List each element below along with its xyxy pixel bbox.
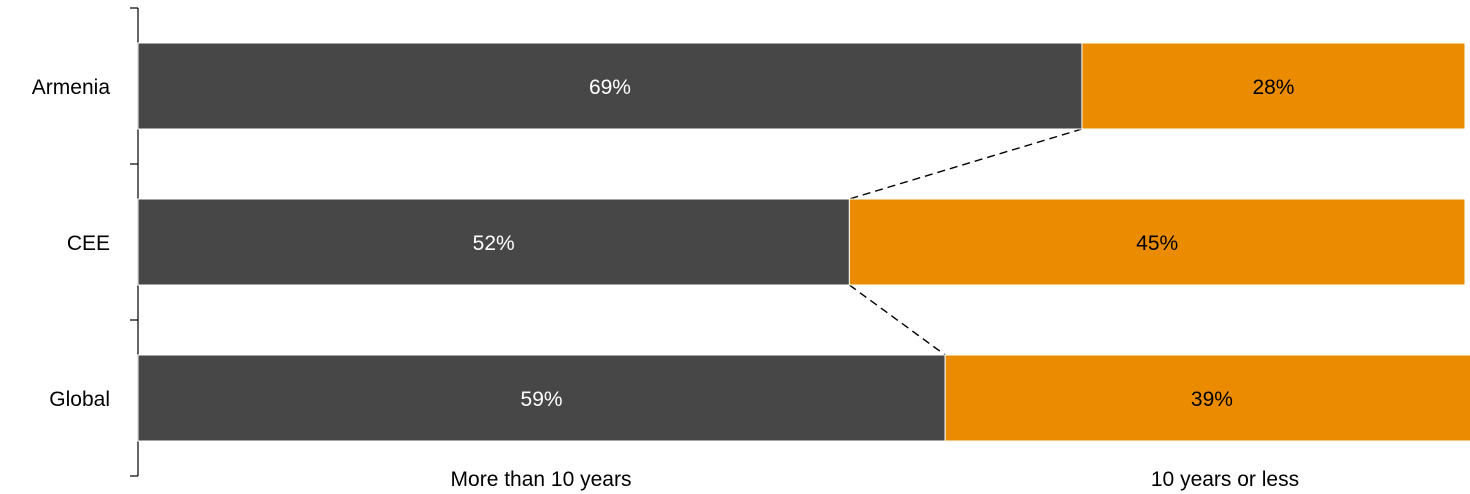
data-label-armenia-series-0: 69%: [589, 76, 631, 99]
category-axis: [130, 7, 139, 477]
bar-armenia-series-1: [1081, 42, 1466, 130]
data-label-cee-series-1: 45%: [1136, 232, 1178, 255]
bar-armenia-series-0: [137, 42, 1083, 130]
category-label-armenia: Armenia: [32, 76, 111, 99]
bar-cee-series-0: [137, 198, 850, 286]
legend-label-series-0: More than 10 years: [451, 468, 632, 491]
data-label-cee-series-0: 52%: [473, 232, 515, 255]
category-label-global: Global: [49, 388, 110, 411]
connector-line: [849, 128, 1083, 200]
connector-lines: [848, 128, 1083, 356]
bar-global-series-1: [944, 354, 1470, 442]
legend-label-series-1: 10 years or less: [1151, 468, 1299, 491]
legend: More than 10 years 10 years or less: [451, 468, 1300, 491]
data-label-armenia-series-1: 28%: [1252, 76, 1294, 99]
data-label-global-series-0: 59%: [521, 388, 563, 411]
bar-cee-series-1: [848, 198, 1466, 286]
category-labels: Armenia CEE Global: [32, 76, 111, 411]
bar-global-series-0: [137, 354, 946, 442]
bar-segments: 69% 28% 52% 45% 59% 39%: [137, 42, 1470, 442]
data-label-global-series-1: 39%: [1191, 388, 1233, 411]
category-label-cee: CEE: [67, 232, 110, 255]
connector-line: [848, 284, 946, 356]
